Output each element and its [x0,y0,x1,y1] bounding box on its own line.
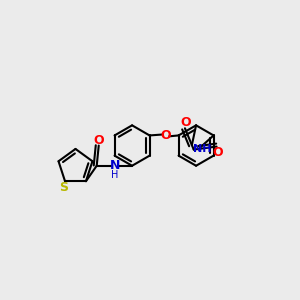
Text: S: S [59,181,68,194]
Text: N: N [110,159,120,172]
Text: O: O [160,129,171,142]
Text: O: O [93,134,104,147]
Text: O: O [181,116,191,129]
Text: NH: NH [194,144,212,154]
Text: O: O [212,146,223,159]
Text: H: H [111,170,118,180]
